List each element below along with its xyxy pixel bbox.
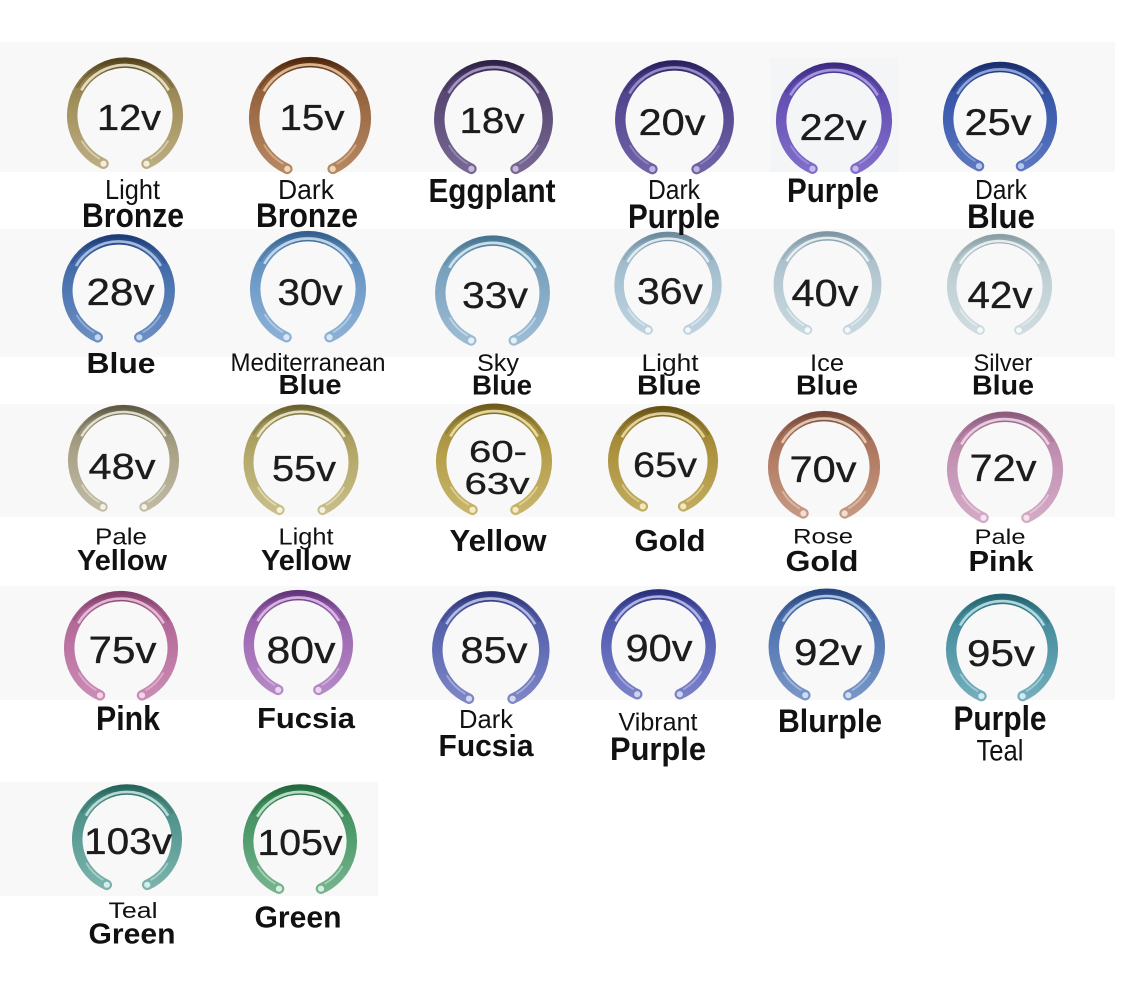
- svg-text:Pink: Pink: [96, 700, 160, 738]
- svg-text:Dark: Dark: [975, 174, 1028, 205]
- svg-text:Blue: Blue: [637, 370, 701, 401]
- svg-text:60-: 60-: [469, 434, 527, 469]
- svg-text:18v: 18v: [460, 100, 525, 141]
- svg-text:Bronze: Bronze: [256, 197, 358, 235]
- svg-text:Teal: Teal: [977, 735, 1024, 768]
- svg-text:48v: 48v: [89, 446, 156, 487]
- svg-text:Sky: Sky: [477, 350, 519, 377]
- svg-text:85v: 85v: [461, 630, 529, 671]
- svg-text:92v: 92v: [794, 632, 863, 673]
- svg-text:Blurple: Blurple: [778, 703, 882, 739]
- svg-text:Purple: Purple: [787, 172, 879, 210]
- svg-text:20v: 20v: [639, 102, 707, 143]
- svg-text:Green: Green: [89, 919, 176, 951]
- svg-text:Mediterranean: Mediterranean: [231, 349, 386, 377]
- svg-text:Light: Light: [279, 524, 335, 550]
- svg-text:Fucsia: Fucsia: [439, 729, 535, 763]
- svg-text:80v: 80v: [267, 630, 336, 672]
- svg-text:22v: 22v: [800, 107, 868, 148]
- svg-text:Gold: Gold: [635, 523, 706, 558]
- svg-text:Dark: Dark: [459, 704, 514, 734]
- svg-text:42v: 42v: [968, 275, 1033, 317]
- svg-text:95v: 95v: [967, 633, 1036, 674]
- svg-text:Light: Light: [642, 350, 699, 377]
- svg-text:Pale: Pale: [975, 526, 1026, 549]
- svg-text:Blue: Blue: [87, 348, 156, 380]
- svg-text:Pink: Pink: [969, 546, 1034, 578]
- svg-text:Yellow: Yellow: [450, 523, 548, 558]
- svg-text:Fucsia: Fucsia: [257, 703, 356, 735]
- svg-text:Dark: Dark: [648, 174, 701, 205]
- svg-text:63v: 63v: [465, 466, 531, 501]
- svg-text:Rose: Rose: [793, 526, 853, 549]
- svg-text:Blue: Blue: [972, 370, 1034, 401]
- svg-text:Vibrant: Vibrant: [619, 709, 698, 737]
- svg-text:Teal: Teal: [109, 898, 158, 923]
- svg-text:Blue: Blue: [279, 369, 342, 400]
- svg-text:Light: Light: [105, 174, 160, 205]
- svg-text:Purple: Purple: [954, 700, 1047, 738]
- svg-text:Eggplant: Eggplant: [429, 172, 556, 209]
- svg-text:Dark: Dark: [278, 174, 335, 205]
- svg-text:Blue: Blue: [472, 370, 532, 401]
- svg-text:30v: 30v: [278, 272, 344, 313]
- svg-text:70v: 70v: [790, 449, 858, 490]
- svg-text:12v: 12v: [97, 97, 161, 138]
- svg-text:Pale: Pale: [95, 524, 147, 550]
- svg-text:90v: 90v: [626, 628, 693, 670]
- svg-text:65v: 65v: [633, 446, 698, 485]
- svg-text:33v: 33v: [462, 275, 529, 316]
- svg-text:Gold: Gold: [786, 546, 859, 578]
- svg-text:75v: 75v: [89, 630, 157, 672]
- svg-text:72v: 72v: [970, 448, 1037, 490]
- svg-text:105v: 105v: [258, 822, 343, 863]
- svg-text:Blue: Blue: [967, 198, 1035, 236]
- svg-text:36v: 36v: [637, 271, 704, 312]
- svg-text:Green: Green: [255, 900, 342, 935]
- svg-text:Ice: Ice: [810, 350, 844, 377]
- svg-text:Yellow: Yellow: [261, 545, 351, 577]
- svg-text:28v: 28v: [87, 272, 155, 314]
- svg-text:40v: 40v: [792, 273, 859, 315]
- svg-text:Purple: Purple: [610, 731, 706, 767]
- svg-text:15v: 15v: [280, 97, 345, 138]
- svg-text:25v: 25v: [965, 102, 1033, 143]
- svg-text:55v: 55v: [272, 448, 336, 489]
- svg-text:Silver: Silver: [974, 350, 1033, 377]
- svg-text:Yellow: Yellow: [77, 545, 167, 577]
- svg-text:103v: 103v: [84, 821, 173, 862]
- svg-text:Purple: Purple: [628, 198, 720, 236]
- svg-text:Bronze: Bronze: [82, 197, 184, 235]
- svg-text:Blue: Blue: [796, 370, 858, 401]
